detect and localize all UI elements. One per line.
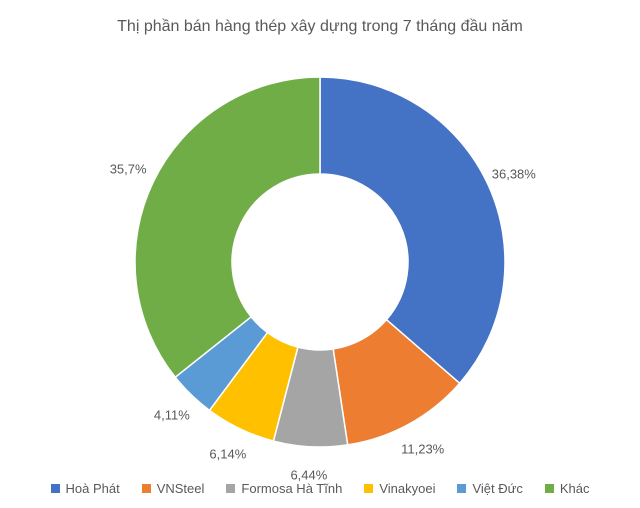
- legend-swatch-5: [545, 484, 554, 493]
- legend-label-2: Formosa Hà Tĩnh: [241, 481, 342, 496]
- legend-label-5: Khác: [560, 481, 590, 496]
- legend: Hoà Phát VNSteel Formosa Hà Tĩnh Vinakyoei V…: [0, 481, 640, 496]
- slice-5: [135, 77, 320, 377]
- legend-label-0: Hoà Phát: [66, 481, 120, 496]
- legend-item-3: Vinakyoei: [364, 481, 435, 496]
- legend-item-4: Việt Đức: [457, 481, 522, 496]
- legend-swatch-3: [364, 484, 373, 493]
- legend-item-1: VNSteel: [142, 481, 205, 496]
- legend-item-0: Hoà Phát: [51, 481, 120, 496]
- donut-svg: [0, 0, 640, 508]
- legend-label-4: Việt Đức: [472, 481, 522, 496]
- legend-label-3: Vinakyoei: [379, 481, 435, 496]
- legend-label-1: VNSteel: [157, 481, 205, 496]
- legend-item-2: Formosa Hà Tĩnh: [226, 481, 342, 496]
- donut-chart: Thị phần bán hàng thép xây dựng trong 7 …: [0, 0, 640, 508]
- legend-item-5: Khác: [545, 481, 590, 496]
- legend-swatch-1: [142, 484, 151, 493]
- slice-0: [320, 77, 505, 383]
- legend-swatch-0: [51, 484, 60, 493]
- legend-swatch-2: [226, 484, 235, 493]
- legend-swatch-4: [457, 484, 466, 493]
